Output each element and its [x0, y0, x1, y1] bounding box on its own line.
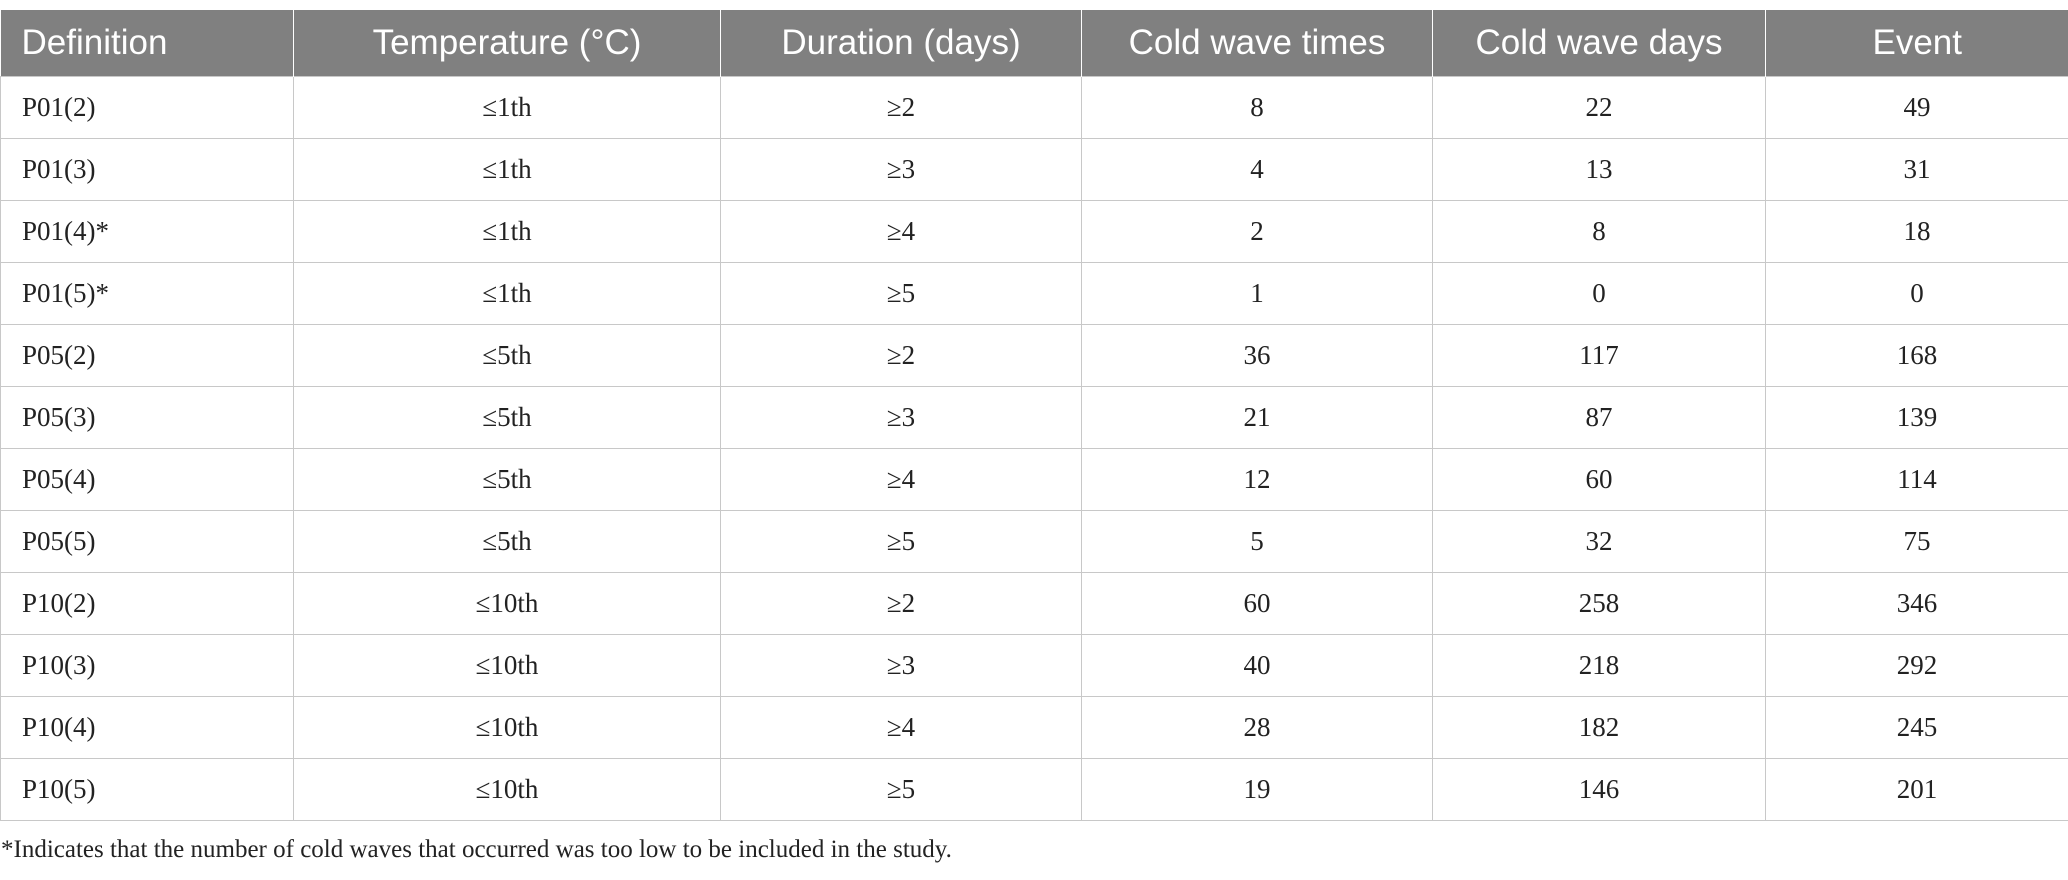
- table-header-row: Definition Temperature (°C) Duration (da…: [0, 10, 2068, 77]
- cell-cold-wave-times: 1: [1081, 262, 1433, 325]
- cell-definition: P10(2): [0, 572, 294, 635]
- cell-cold-wave-days: 117: [1432, 324, 1766, 387]
- table-row: P05(5) ≤5th ≥5 5 32 75: [0, 510, 2068, 573]
- cell-duration: ≥5: [720, 758, 1082, 821]
- cell-event: 292: [1765, 634, 2068, 697]
- table-row: P10(4) ≤10th ≥4 28 182 245: [0, 696, 2068, 759]
- table-row: P01(3) ≤1th ≥3 4 13 31: [0, 138, 2068, 201]
- cell-cold-wave-days: 87: [1432, 386, 1766, 449]
- cell-event: 168: [1765, 324, 2068, 387]
- cell-temperature: ≤10th: [293, 696, 721, 759]
- table-row: P01(4)* ≤1th ≥4 2 8 18: [0, 200, 2068, 263]
- table-footnote: *Indicates that the number of cold waves…: [1, 836, 952, 863]
- cell-cold-wave-times: 12: [1081, 448, 1433, 511]
- header-duration: Duration (days): [720, 10, 1082, 77]
- cell-definition: P05(2): [0, 324, 294, 387]
- cell-definition: P01(2): [0, 76, 294, 139]
- cell-cold-wave-times: 28: [1081, 696, 1433, 759]
- cell-duration: ≥3: [720, 386, 1082, 449]
- cell-definition: P01(3): [0, 138, 294, 201]
- cell-duration: ≥2: [720, 324, 1082, 387]
- cell-definition: P10(4): [0, 696, 294, 759]
- cell-temperature: ≤10th: [293, 634, 721, 697]
- header-event: Event: [1765, 10, 2068, 77]
- cell-temperature: ≤1th: [293, 138, 721, 201]
- cell-duration: ≥4: [720, 200, 1082, 263]
- cell-cold-wave-days: 13: [1432, 138, 1766, 201]
- cell-cold-wave-times: 8: [1081, 76, 1433, 139]
- cell-definition: P05(5): [0, 510, 294, 573]
- cell-cold-wave-days: 146: [1432, 758, 1766, 821]
- cell-duration: ≥3: [720, 634, 1082, 697]
- cell-temperature: ≤5th: [293, 448, 721, 511]
- cell-cold-wave-times: 4: [1081, 138, 1433, 201]
- cell-event: 346: [1765, 572, 2068, 635]
- cell-definition: P01(4)*: [0, 200, 294, 263]
- table-row: P01(5)* ≤1th ≥5 1 0 0: [0, 262, 2068, 325]
- cell-cold-wave-days: 258: [1432, 572, 1766, 635]
- cell-cold-wave-times: 36: [1081, 324, 1433, 387]
- cell-temperature: ≤1th: [293, 76, 721, 139]
- cell-duration: ≥4: [720, 448, 1082, 511]
- cell-duration: ≥5: [720, 262, 1082, 325]
- cell-cold-wave-days: 8: [1432, 200, 1766, 263]
- cell-event: 31: [1765, 138, 2068, 201]
- cell-cold-wave-times: 21: [1081, 386, 1433, 449]
- cell-event: 49: [1765, 76, 2068, 139]
- cell-cold-wave-days: 218: [1432, 634, 1766, 697]
- table-row: P10(2) ≤10th ≥2 60 258 346: [0, 572, 2068, 635]
- cell-definition: P05(4): [0, 448, 294, 511]
- cell-temperature: ≤1th: [293, 200, 721, 263]
- table-body: P01(2) ≤1th ≥2 8 22 49 P01(3) ≤1th ≥3 4 13 31 P01(4)…: [0, 76, 2068, 821]
- cell-definition: P10(3): [0, 634, 294, 697]
- cell-event: 114: [1765, 448, 2068, 511]
- header-cold-wave-days: Cold wave days: [1432, 10, 1766, 77]
- cell-event: 0: [1765, 262, 2068, 325]
- cell-cold-wave-times: 40: [1081, 634, 1433, 697]
- table-row: P01(2) ≤1th ≥2 8 22 49: [0, 76, 2068, 139]
- cell-cold-wave-times: 5: [1081, 510, 1433, 573]
- header-cold-wave-times: Cold wave times: [1081, 10, 1433, 77]
- table-row: P05(4) ≤5th ≥4 12 60 114: [0, 448, 2068, 511]
- cell-temperature: ≤1th: [293, 262, 721, 325]
- cell-duration: ≥5: [720, 510, 1082, 573]
- cell-duration: ≥2: [720, 76, 1082, 139]
- cell-duration: ≥3: [720, 138, 1082, 201]
- cell-temperature: ≤5th: [293, 324, 721, 387]
- cell-cold-wave-days: 60: [1432, 448, 1766, 511]
- cell-event: 139: [1765, 386, 2068, 449]
- cell-definition: P05(3): [0, 386, 294, 449]
- cell-definition: P10(5): [0, 758, 294, 821]
- cell-cold-wave-days: 0: [1432, 262, 1766, 325]
- cell-cold-wave-days: 22: [1432, 76, 1766, 139]
- cold-wave-definitions-table: Definition Temperature (°C) Duration (da…: [0, 10, 2068, 821]
- table-row: P05(2) ≤5th ≥2 36 117 168: [0, 324, 2068, 387]
- cell-event: 245: [1765, 696, 2068, 759]
- cell-event: 18: [1765, 200, 2068, 263]
- cell-temperature: ≤5th: [293, 510, 721, 573]
- cell-temperature: ≤10th: [293, 572, 721, 635]
- cell-temperature: ≤5th: [293, 386, 721, 449]
- cell-temperature: ≤10th: [293, 758, 721, 821]
- cell-duration: ≥4: [720, 696, 1082, 759]
- header-temperature: Temperature (°C): [293, 10, 721, 77]
- table-row: P10(5) ≤10th ≥5 19 146 201: [0, 758, 2068, 821]
- cell-duration: ≥2: [720, 572, 1082, 635]
- cell-cold-wave-days: 182: [1432, 696, 1766, 759]
- table-row: P05(3) ≤5th ≥3 21 87 139: [0, 386, 2068, 449]
- table-row: P10(3) ≤10th ≥3 40 218 292: [0, 634, 2068, 697]
- cell-cold-wave-days: 32: [1432, 510, 1766, 573]
- cell-definition: P01(5)*: [0, 262, 294, 325]
- cell-event: 75: [1765, 510, 2068, 573]
- cell-cold-wave-times: 2: [1081, 200, 1433, 263]
- header-definition: Definition: [0, 10, 294, 77]
- cell-event: 201: [1765, 758, 2068, 821]
- cell-cold-wave-times: 19: [1081, 758, 1433, 821]
- cell-cold-wave-times: 60: [1081, 572, 1433, 635]
